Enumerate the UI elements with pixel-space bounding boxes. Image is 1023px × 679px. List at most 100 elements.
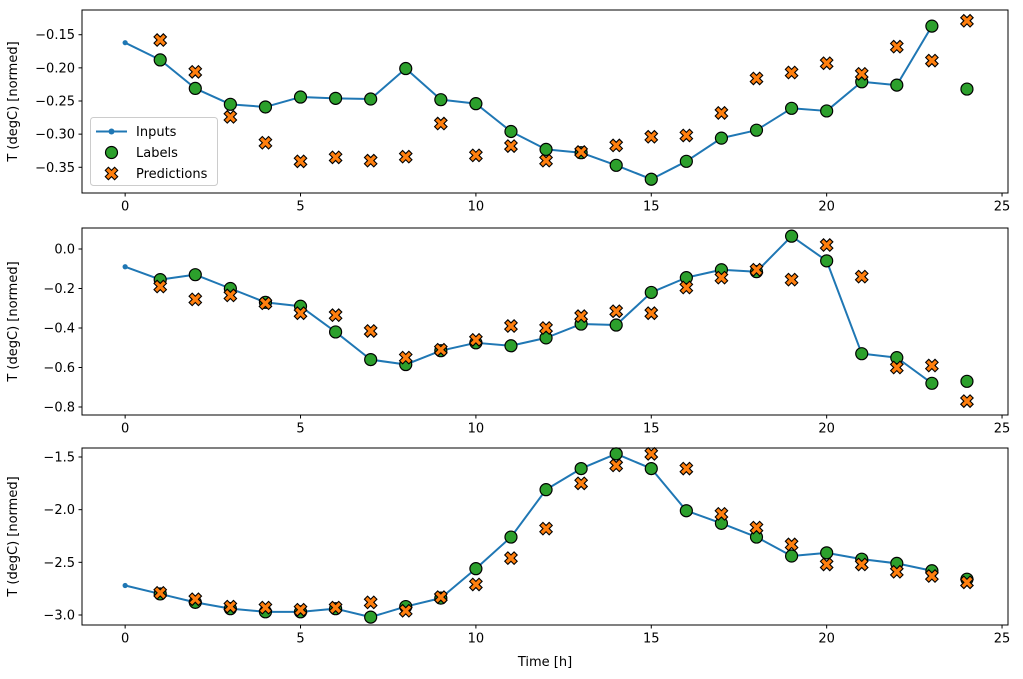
legend-labels-marker bbox=[104, 145, 119, 160]
label-point bbox=[609, 447, 623, 461]
x-tick-label: 15 bbox=[643, 422, 660, 437]
prediction-point bbox=[574, 309, 589, 324]
prediction-point bbox=[959, 394, 974, 409]
labels-scatter bbox=[153, 229, 974, 390]
label-point bbox=[364, 92, 378, 106]
inputs-line bbox=[122, 23, 935, 182]
plot-frame bbox=[81, 447, 1009, 626]
prediction-point bbox=[503, 551, 518, 566]
prediction-point bbox=[679, 461, 694, 476]
x-tick-label: 20 bbox=[818, 632, 835, 647]
label-point bbox=[539, 483, 553, 497]
prediction-point bbox=[784, 272, 799, 287]
prediction-point bbox=[433, 116, 448, 131]
x-tick-label: 15 bbox=[643, 632, 660, 647]
prediction-point bbox=[784, 537, 799, 552]
input-point bbox=[122, 40, 128, 46]
label-point bbox=[714, 131, 729, 145]
prediction-point bbox=[153, 585, 168, 600]
prediction-point bbox=[468, 577, 483, 592]
x-tick-label: 10 bbox=[468, 422, 485, 437]
label-point bbox=[609, 318, 623, 332]
prediction-point bbox=[293, 602, 308, 617]
prediction-point bbox=[539, 321, 554, 335]
prediction-point bbox=[574, 145, 589, 160]
prediction-point bbox=[468, 332, 483, 347]
x-tick-label: 10 bbox=[468, 200, 485, 215]
prediction-point bbox=[924, 358, 939, 373]
ticks: 0 5 10 15 20 25 0.0 −0.2 −0.4 −0.6 −0.8 bbox=[43, 242, 1010, 436]
label-point bbox=[434, 93, 448, 107]
label-point bbox=[153, 53, 167, 67]
label-point bbox=[820, 104, 834, 118]
predictions-scatter bbox=[153, 13, 974, 169]
prediction-point bbox=[223, 288, 238, 303]
x-tick-label: 15 bbox=[643, 200, 660, 215]
y-tick-label: −3.0 bbox=[43, 608, 75, 623]
prediction-point bbox=[398, 350, 413, 365]
prediction-point bbox=[889, 360, 904, 375]
y-tick-label: −0.2 bbox=[43, 282, 75, 297]
prediction-point bbox=[854, 66, 869, 81]
x-tick-label: 0 bbox=[121, 200, 129, 215]
label-point bbox=[504, 124, 518, 139]
label-point bbox=[504, 530, 518, 544]
prediction-point bbox=[609, 138, 624, 153]
inputs-path bbox=[124, 235, 933, 385]
label-point bbox=[784, 101, 799, 115]
prediction-point bbox=[644, 129, 659, 144]
label-point bbox=[504, 339, 518, 353]
label-point bbox=[820, 254, 834, 268]
prediction-point bbox=[959, 13, 974, 28]
legend: Inputs Labels Predictions bbox=[90, 117, 218, 186]
y-tick-label: −0.8 bbox=[43, 401, 75, 416]
x-axis-label: Time [h] bbox=[517, 655, 572, 670]
y-tick-label: −0.15 bbox=[35, 28, 75, 43]
prediction-point bbox=[924, 569, 939, 584]
prediction-point bbox=[854, 557, 869, 572]
prediction-point bbox=[223, 599, 238, 614]
prediction-point bbox=[328, 150, 343, 165]
y-tick-label: −1.5 bbox=[43, 451, 75, 466]
x-tick-label: 10 bbox=[468, 632, 485, 647]
prediction-point bbox=[188, 592, 203, 607]
label-point bbox=[820, 546, 834, 560]
prediction-point bbox=[889, 39, 904, 54]
x-tick-label: 5 bbox=[296, 200, 304, 215]
prediction-point bbox=[749, 520, 764, 535]
labels-scatter bbox=[153, 447, 974, 624]
inputs-line bbox=[122, 233, 935, 386]
label-point bbox=[960, 82, 974, 96]
prediction-point bbox=[539, 521, 554, 536]
axes-2: 0 5 10 15 20 25 0.0 −0.2 −0.4 −0.6 −0.8 T (degC) [n… bbox=[6, 227, 1010, 437]
label-point bbox=[925, 376, 939, 390]
legend-inputs-marker bbox=[108, 128, 115, 135]
label-point bbox=[223, 97, 237, 111]
y-tick-label: −0.25 bbox=[35, 95, 75, 110]
label-point bbox=[749, 123, 764, 137]
prediction-point bbox=[153, 33, 168, 48]
x-tick-label: 25 bbox=[994, 200, 1011, 215]
axes-1: 0 5 10 15 20 25 −0.15 −0.20 −0.25 −0.30 −0.35 T (de… bbox=[6, 9, 1011, 215]
y-tick-label: −2.0 bbox=[43, 503, 75, 518]
prediction-point bbox=[433, 342, 448, 357]
y-tick-label: −2.5 bbox=[43, 556, 75, 571]
y-tick-label: 0.0 bbox=[54, 242, 75, 257]
prediction-point bbox=[609, 458, 624, 473]
prediction-point bbox=[258, 296, 273, 311]
prediction-point bbox=[714, 105, 729, 120]
plot-frame bbox=[81, 227, 1009, 416]
inputs-path bbox=[124, 452, 933, 619]
prediction-point bbox=[679, 128, 694, 143]
label-point bbox=[399, 61, 413, 76]
prediction-point bbox=[714, 270, 729, 285]
prediction-point bbox=[959, 575, 974, 590]
prediction-point bbox=[363, 153, 378, 168]
label-point bbox=[925, 19, 939, 33]
label-point bbox=[328, 325, 343, 339]
prediction-point bbox=[328, 308, 343, 323]
prediction-point bbox=[784, 65, 799, 80]
label-point bbox=[328, 91, 343, 105]
label-point bbox=[784, 229, 799, 243]
